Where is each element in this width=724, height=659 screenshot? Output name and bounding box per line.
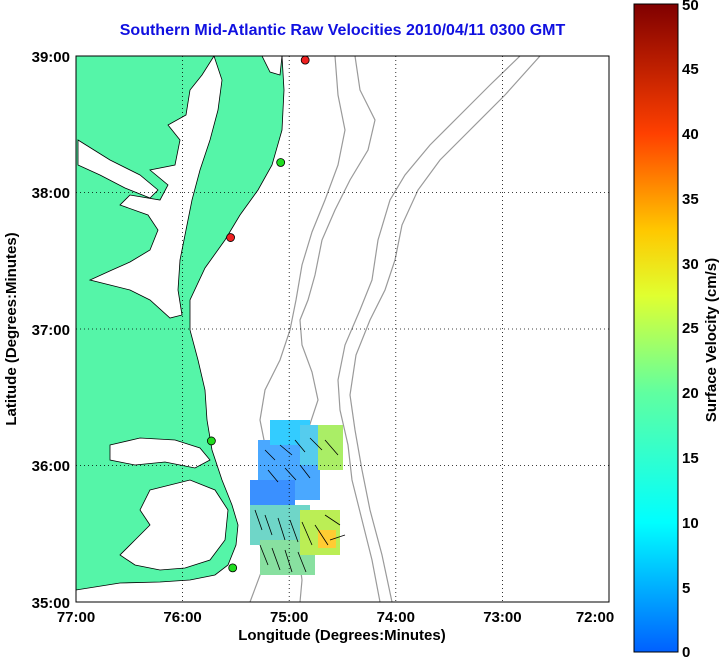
y-tick-label: 37:00 [32, 322, 70, 339]
colorbar-tick-label: 15 [682, 450, 699, 467]
colorbar-tick-label: 35 [682, 191, 699, 208]
y-tick-label: 35:00 [32, 595, 70, 612]
station-markers [206, 56, 310, 573]
velocity-field [250, 420, 346, 575]
map-area [76, 56, 609, 602]
x-tick-label: 76:00 [163, 609, 201, 626]
y-tick-label: 38:00 [32, 185, 70, 202]
delaware-bay [261, 56, 283, 76]
y-axis-label: Latitude (Degrees:Minutes) [3, 232, 20, 425]
potomac-river [77, 139, 159, 199]
station-marker [276, 158, 286, 167]
y-tick-label: 39:00 [32, 49, 70, 66]
grid-lines [76, 56, 609, 602]
x-tick-label: 73:00 [483, 609, 521, 626]
colorbar-tick-label: 40 [682, 126, 699, 143]
colorbar-tick-label: 0 [682, 644, 690, 659]
colorbar-tick-label: 25 [682, 320, 699, 337]
station-marker [228, 563, 238, 573]
station-marker [226, 233, 235, 242]
colorbar-label: Surface Velocity (cm/s) [703, 258, 720, 422]
colorbar-tick-label: 30 [682, 256, 699, 273]
x-tick-label: 74:00 [377, 609, 415, 626]
map-title: Southern Mid-Atlantic Raw Velocities 201… [119, 22, 566, 39]
bathymetry-contour [349, 56, 541, 602]
colorbar-tick-label: 10 [682, 515, 699, 532]
colorbar-tick-label: 50 [682, 0, 699, 14]
albemarle-sound [109, 437, 211, 469]
colorbar-tick-label: 45 [682, 61, 699, 78]
chesapeake-bay [88, 56, 223, 319]
x-tick-labels: 77:00 76:00 75:00 74:00 73:00 72:00 [57, 609, 614, 626]
colorbar [633, 3, 679, 653]
colorbar-tick-labels: 0 5 10 15 20 25 30 35 40 45 50 [682, 0, 699, 659]
pamlico-sound [119, 479, 229, 571]
y-tick-label: 36:00 [32, 458, 70, 475]
y-tick-labels: 39:00 38:00 37:00 36:00 35:00 [32, 49, 70, 612]
map-frame [75, 55, 610, 603]
x-tick-label: 77:00 [57, 609, 95, 626]
station-marker [300, 56, 310, 65]
bathymetry-contour [337, 56, 521, 602]
colorbar-tick-label: 20 [682, 385, 699, 402]
x-tick-label: 75:00 [270, 609, 308, 626]
colorbar-tick-label: 5 [682, 580, 690, 597]
x-tick-label: 72:00 [576, 609, 614, 626]
x-axis-label: Longitude (Degrees:Minutes) [238, 627, 446, 644]
station-marker [206, 436, 216, 446]
